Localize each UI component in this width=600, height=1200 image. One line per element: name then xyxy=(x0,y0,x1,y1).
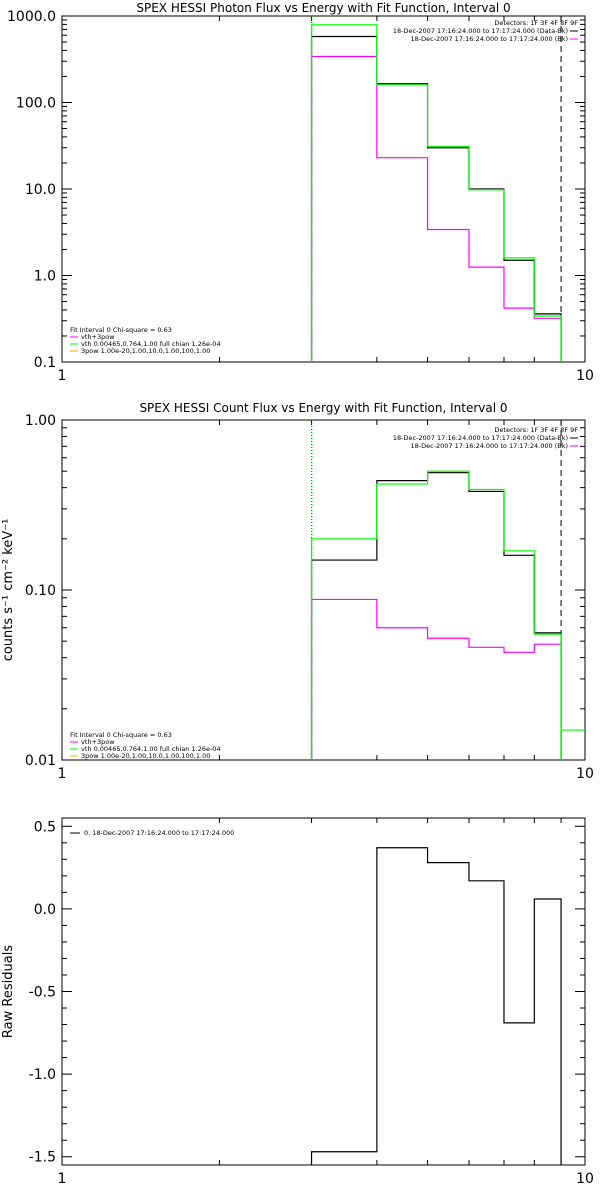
x-tick-label: 1 xyxy=(58,1171,67,1187)
legend-entry: 0. 18-Dec-2007 17:16:24.000 to 17:17:24.… xyxy=(84,829,234,837)
detectors-text: Detectors: 1F 3F 4F 8F 9F xyxy=(494,426,578,434)
detectors-text: Detectors: 1F 3F 4F 8F 9F xyxy=(494,19,578,27)
series-line-0 xyxy=(310,472,562,760)
interval-bk-text: 18-Dec-2007 17:16:24.000 to 17:17:24.000… xyxy=(411,442,569,450)
x-tick-label: 10 xyxy=(576,1171,594,1187)
legend-entry: vth+3pow xyxy=(81,333,115,341)
series-line-2 xyxy=(310,24,562,362)
interval-bk-text: 18-Dec-2007 17:16:24.000 to 17:17:24.000… xyxy=(411,35,569,43)
x-tick-label: 10 xyxy=(576,368,594,384)
fit-info-text: Fit Interval 0 Chi-square = 0.63 xyxy=(70,731,172,739)
plot-frame xyxy=(61,817,586,1166)
x-tick-label: 10 xyxy=(576,766,594,782)
y-tick-label: 100.0 xyxy=(16,96,56,112)
series-line-0 xyxy=(310,35,562,362)
fit-info-text: Fit Interval 0 Chi-square = 0.63 xyxy=(70,326,172,334)
y-axis-label: counts s⁻¹ cm⁻² keV⁻¹ xyxy=(1,519,16,662)
chart-panel-2: 1 10 0.5 0.0 -0.5 -1.0 -1.5 Raw Residuals 0. 18-… xyxy=(1,817,594,1187)
y-axis-label: Raw Residuals xyxy=(1,945,16,1038)
chart-title: SPEX HESSI Count Flux vs Energy with Fit… xyxy=(139,401,507,415)
legend-entry: 3pow 1.00e-20,1.00,10.0,1.00,100,1.00 xyxy=(81,752,210,760)
y-tick-label: -1.0 xyxy=(29,1067,56,1083)
legend-entry: vth+3pow xyxy=(81,738,115,746)
y-tick-label: 0.5 xyxy=(34,819,56,835)
y-tick-label: 0.1 xyxy=(34,355,56,371)
series-line-0 xyxy=(310,847,562,1165)
y-tick-label: -1.5 xyxy=(29,1150,56,1166)
series-line-extra xyxy=(560,729,585,760)
y-tick-label: 1.00 xyxy=(25,413,56,429)
y-tick-label: 0.0 xyxy=(34,902,56,918)
plot-frame xyxy=(61,15,586,363)
chart-panel-0: SPEX HESSI Photon Flux vs Energy with Fi… xyxy=(7,1,594,384)
chart-title: SPEX HESSI Photon Flux vs Energy with Fi… xyxy=(136,1,510,15)
series-line-2 xyxy=(310,470,562,760)
legend-entry: vth 0.00465,0.764,1.00 full chian 1.26e-… xyxy=(81,745,221,753)
y-tick-label: 1000.0 xyxy=(7,9,56,25)
y-tick-label: 10.0 xyxy=(25,182,56,198)
interval-data-text: 18-Dec-2007 17:16:24.000 to 17:17:24.000… xyxy=(393,27,568,35)
y-tick-label: 0.10 xyxy=(25,583,56,599)
series-line-1 xyxy=(310,598,562,760)
y-tick-label: 0.01 xyxy=(25,753,56,769)
legend-entry: 3pow 1.00e-20,1.00,10.0,1.00,100,1.00 xyxy=(81,347,210,355)
interval-data-text: 18-Dec-2007 17:16:24.000 to 17:17:24.000… xyxy=(393,434,568,442)
chart-panel-1: SPEX HESSI Count Flux vs Energy with Fit… xyxy=(1,401,594,782)
series-line-1 xyxy=(310,55,562,362)
x-tick-label: 1 xyxy=(58,766,67,782)
y-tick-label: 1.0 xyxy=(34,269,56,285)
plot-frame xyxy=(61,419,586,761)
legend-entry: vth 0.00465,0.764,1.00 full chian 1.26e-… xyxy=(81,340,221,348)
x-tick-label: 1 xyxy=(58,368,67,384)
y-tick-label: -0.5 xyxy=(29,985,56,1001)
